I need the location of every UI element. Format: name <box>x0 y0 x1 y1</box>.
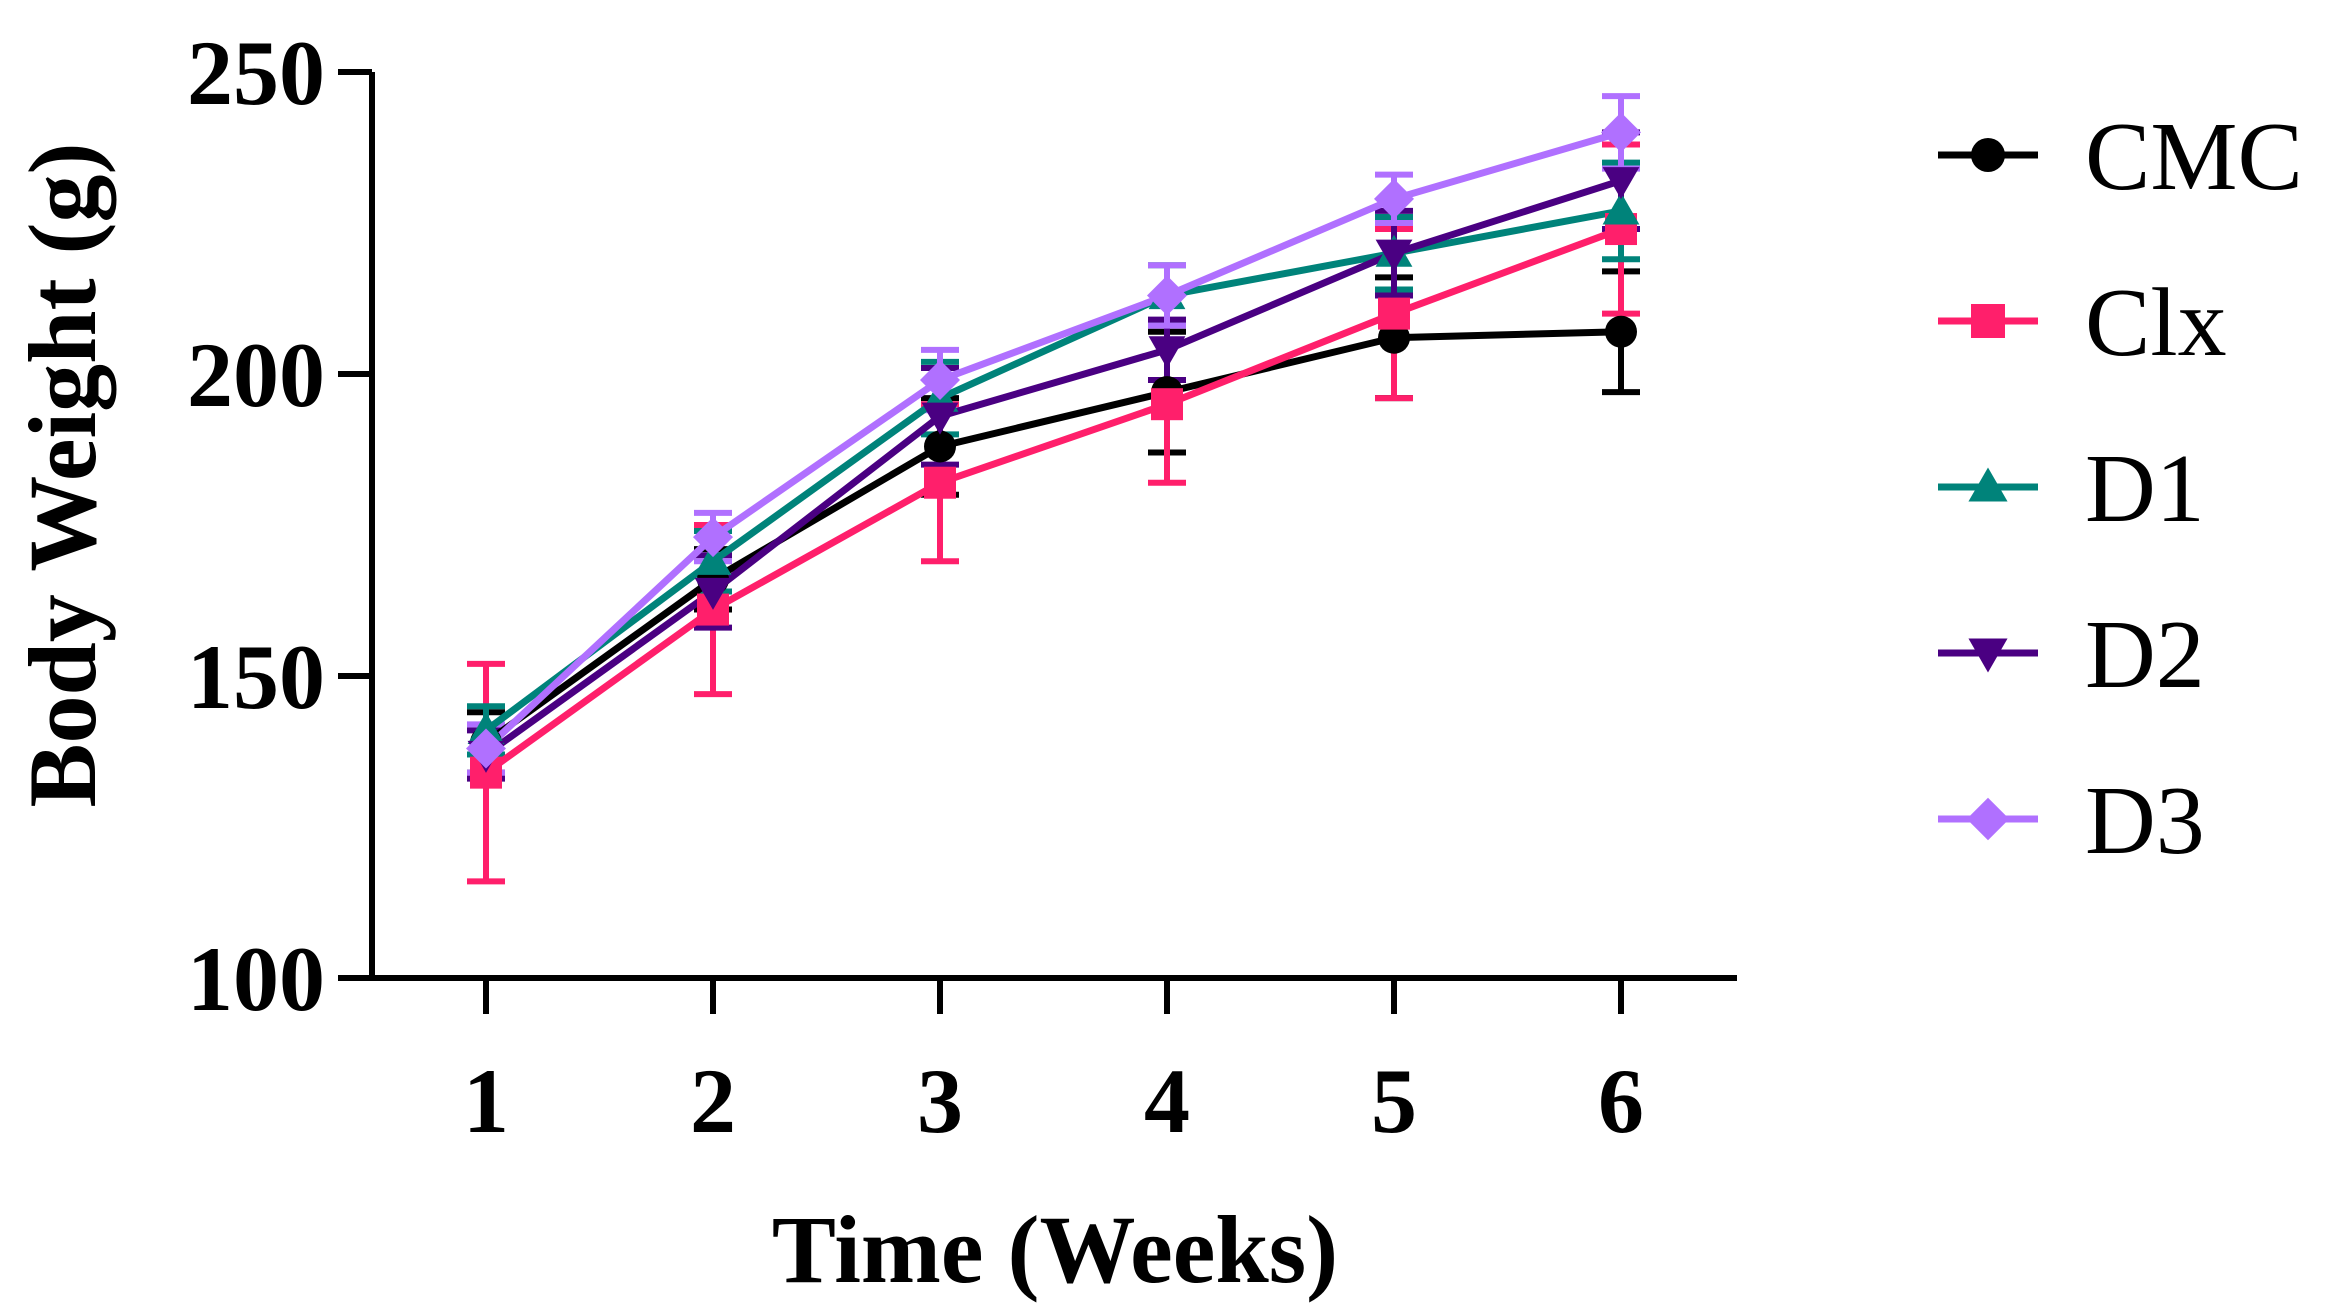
legend-label-d3: D3 <box>2085 767 2205 875</box>
x-tick-label-1: 1 <box>463 1050 509 1152</box>
marker-d2-5 <box>1375 239 1413 272</box>
legend: CMC Clx D1 D2 D3 <box>1938 103 2303 875</box>
series-line-d3 <box>483 129 1622 752</box>
legend-marker-d3 <box>1966 797 2010 841</box>
series-lines-layer <box>483 129 1623 776</box>
series-line-clx <box>483 225 1623 776</box>
marker-cmc-3 <box>924 430 956 463</box>
legend-marker-d1 <box>1968 467 2008 502</box>
marker-d2-4 <box>1148 336 1186 369</box>
marker-d2-3 <box>921 402 959 435</box>
x-axis-title: Time (Weeks) <box>772 1196 1338 1303</box>
axes <box>369 72 1737 981</box>
legend-label-d2: D2 <box>2085 601 2205 709</box>
marker-d1-6 <box>1602 192 1640 225</box>
marker-d3-5 <box>1374 178 1414 219</box>
marker-d3-6 <box>1601 112 1641 153</box>
marker-cmc-6 <box>1605 315 1637 348</box>
error-bars-layer <box>467 93 1640 885</box>
x-tick-label-2: 2 <box>690 1050 736 1152</box>
legend-marker-cmc <box>1971 138 2005 172</box>
marker-clx-3 <box>924 466 956 499</box>
series-line-d1 <box>483 207 1622 734</box>
legend-marker-d2 <box>1968 638 2008 673</box>
marker-d3-3 <box>920 360 960 401</box>
marker-d3-1 <box>466 728 506 769</box>
marker-cmc-5 <box>1378 321 1410 354</box>
marker-clx-5 <box>1378 297 1410 330</box>
marker-d3-2 <box>693 517 733 558</box>
legend-label-cmc: CMC <box>2085 103 2303 211</box>
marker-d2-6 <box>1602 167 1640 200</box>
x-tick-label-6: 6 <box>1598 1050 1644 1152</box>
marker-clx-4 <box>1151 388 1183 421</box>
y-ticks: 100 150 200 250 <box>187 22 372 1030</box>
marker-d1-2 <box>694 542 732 575</box>
legend-label-clx: Clx <box>2085 269 2227 377</box>
x-tick-label-3: 3 <box>917 1050 963 1152</box>
markers-layer <box>466 112 1641 789</box>
y-axis-title: Body Weight (g) <box>9 143 116 808</box>
y-tick-label-150: 150 <box>187 626 325 728</box>
x-tick-label-4: 4 <box>1144 1050 1190 1152</box>
x-tick-label-5: 5 <box>1371 1050 1417 1152</box>
marker-d2-2 <box>694 577 732 610</box>
legend-marker-clx <box>1971 304 2005 338</box>
marker-d1-1 <box>467 711 505 744</box>
series-line-cmc <box>483 328 1622 746</box>
series-line-d2 <box>483 177 1623 758</box>
marker-d3-4 <box>1147 275 1187 316</box>
y-tick-label-100: 100 <box>187 928 325 1030</box>
x-ticks: 1 2 3 4 5 6 <box>463 978 1644 1152</box>
y-tick-label-250: 250 <box>187 22 325 124</box>
y-tick-label-200: 200 <box>187 324 325 426</box>
legend-label-d1: D1 <box>2085 435 2205 543</box>
